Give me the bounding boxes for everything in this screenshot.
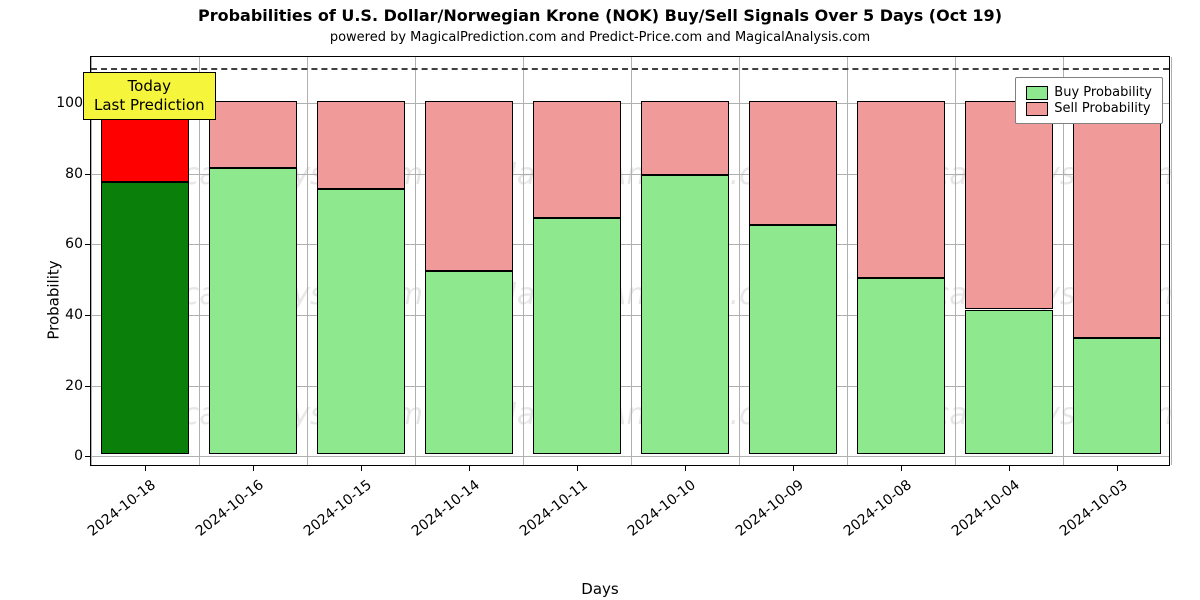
- gridline-vertical: [307, 57, 308, 465]
- bar-buy: [317, 189, 406, 454]
- gridline-vertical: [847, 57, 848, 465]
- legend-item: Sell Probability: [1026, 101, 1152, 116]
- xtick-label: 2024-10-03: [1057, 477, 1131, 540]
- xtick-label: 2024-10-15: [301, 477, 375, 540]
- annotation-line: Last Prediction: [94, 96, 205, 115]
- gridline-vertical: [631, 57, 632, 465]
- ytick-label: 0: [74, 448, 83, 464]
- bar-buy: [101, 182, 190, 454]
- ytick-label: 60: [65, 236, 83, 252]
- ytick-label: 40: [65, 307, 83, 323]
- xtick-label: 2024-10-18: [85, 477, 159, 540]
- reference-line: [91, 68, 1169, 70]
- bar-sell: [857, 101, 946, 278]
- today-annotation: TodayLast Prediction: [83, 72, 216, 120]
- legend-swatch: [1026, 102, 1048, 116]
- bar-sell: [425, 101, 514, 271]
- x-axis-label: Days: [0, 580, 1200, 598]
- bar-buy: [533, 218, 622, 455]
- xtick-mark: [685, 465, 686, 471]
- gridline-vertical: [1171, 57, 1172, 465]
- xtick-label: 2024-10-14: [409, 477, 483, 540]
- xtick-mark: [1117, 465, 1118, 471]
- xtick-mark: [253, 465, 254, 471]
- xtick-label: 2024-10-10: [625, 477, 699, 540]
- xtick-mark: [145, 465, 146, 471]
- bar-sell: [209, 101, 298, 168]
- bar-buy: [641, 175, 730, 454]
- legend-label: Sell Probability: [1054, 101, 1150, 116]
- bar-sell: [533, 101, 622, 218]
- xtick-label: 2024-10-09: [733, 477, 807, 540]
- xtick-label: 2024-10-11: [517, 477, 591, 540]
- bar-buy: [749, 225, 838, 455]
- gridline-vertical: [955, 57, 956, 465]
- plot-area: MagicalAnalysis.comMagicalAnalysis.comMa…: [90, 56, 1170, 466]
- bar-buy: [857, 278, 946, 455]
- legend-item: Buy Probability: [1026, 85, 1152, 100]
- bar-sell: [749, 101, 838, 225]
- bar-sell: [641, 101, 730, 175]
- gridline-vertical: [739, 57, 740, 465]
- chart-title: Probabilities of U.S. Dollar/Norwegian K…: [0, 6, 1200, 25]
- legend: Buy ProbabilitySell Probability: [1015, 77, 1163, 124]
- xtick-mark: [361, 465, 362, 471]
- xtick-label: 2024-10-08: [841, 477, 915, 540]
- chart-subtitle: powered by MagicalPrediction.com and Pre…: [0, 30, 1200, 45]
- ytick-label: 20: [65, 378, 83, 394]
- ytick-label: 80: [65, 166, 83, 182]
- ytick-label: 100: [56, 95, 83, 111]
- bar-buy: [209, 168, 298, 454]
- bar-sell: [317, 101, 406, 189]
- xtick-label: 2024-10-04: [949, 477, 1023, 540]
- xtick-mark: [901, 465, 902, 471]
- xtick-label: 2024-10-16: [193, 477, 267, 540]
- gridline-vertical: [415, 57, 416, 465]
- bar-buy: [425, 271, 514, 455]
- legend-swatch: [1026, 86, 1048, 100]
- xtick-mark: [1009, 465, 1010, 471]
- legend-label: Buy Probability: [1054, 85, 1152, 100]
- bar-buy: [965, 310, 1054, 455]
- bar-sell: [965, 101, 1054, 310]
- chart-container: Probabilities of U.S. Dollar/Norwegian K…: [0, 0, 1200, 600]
- xtick-mark: [793, 465, 794, 471]
- bar-buy: [1073, 338, 1162, 455]
- gridline-vertical: [523, 57, 524, 465]
- bar-sell: [1073, 101, 1162, 338]
- y-axis-label: Probability: [45, 260, 63, 339]
- xtick-mark: [469, 465, 470, 471]
- annotation-line: Today: [94, 77, 205, 96]
- xtick-mark: [577, 465, 578, 471]
- gridline-horizontal: [91, 456, 1169, 457]
